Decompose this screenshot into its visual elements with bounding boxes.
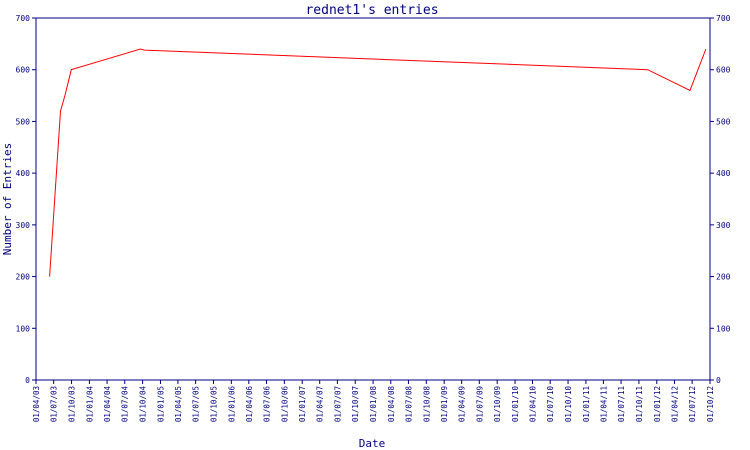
y-tick-label-right: 100 [716, 324, 731, 333]
x-tick-label: 01/07/04 [121, 386, 130, 423]
x-tick-label: 01/07/11 [617, 386, 626, 422]
x-axis-label: Date [359, 437, 386, 450]
x-tick-label: 01/10/11 [635, 386, 644, 422]
y-tick-label-left: 0 [25, 376, 30, 385]
y-tick-label-right: 200 [716, 273, 731, 282]
y-tick-label-right: 0 [716, 376, 721, 385]
x-tick-label: 01/07/08 [404, 386, 413, 423]
x-tick-label: 01/04/11 [599, 386, 608, 422]
x-tick-label: 01/04/03 [32, 386, 41, 422]
x-tick-label: 01/07/05 [192, 386, 201, 422]
x-tick-label: 01/04/04 [103, 386, 112, 423]
y-tick-label-left: 200 [16, 273, 31, 282]
x-tick-label: 01/10/07 [351, 386, 360, 422]
x-tick-label: 01/10/04 [139, 386, 148, 423]
x-tick-label: 01/01/05 [156, 386, 165, 422]
chart-title: rednet1's entries [305, 3, 438, 18]
x-tick-label: 01/01/07 [298, 386, 307, 422]
y-tick-label-left: 400 [16, 169, 31, 178]
y-tick-label-left: 300 [16, 221, 31, 230]
x-tick-label: 01/04/07 [316, 386, 325, 422]
x-tick-label: 01/07/07 [333, 386, 342, 422]
x-tick-label: 01/01/08 [369, 386, 378, 423]
y-axis-label: Number of Entries [1, 143, 14, 256]
x-tick-label: 01/01/10 [511, 386, 520, 423]
y-tick-label-left: 500 [16, 117, 31, 126]
x-tick-label: 01/04/05 [174, 386, 183, 422]
x-tick-label: 01/10/03 [68, 386, 77, 422]
x-tick-label: 01/07/03 [50, 386, 59, 422]
x-tick-label: 01/10/08 [422, 386, 431, 423]
y-tick-label-right: 500 [716, 117, 731, 126]
x-tick-label: 01/01/11 [582, 386, 591, 422]
y-tick-label-right: 400 [716, 169, 731, 178]
x-tick-label: 01/10/05 [209, 386, 218, 422]
x-tick-label: 01/01/06 [227, 386, 236, 423]
x-tick-label: 01/01/09 [440, 386, 449, 422]
y-axis: 0 0 100 100 200 200 300 300 400 400 500 500 600 600 70… [16, 14, 731, 385]
x-tick-label: 01/07/09 [475, 386, 484, 422]
x-tick-label: 01/04/09 [458, 386, 467, 422]
x-tick-label: 01/10/12 [706, 386, 715, 422]
series-line [49, 48, 707, 277]
y-tick-label-left: 600 [16, 66, 31, 75]
y-tick-label-right: 700 [716, 14, 731, 23]
series-group [49, 48, 707, 277]
x-tick-label: 01/07/06 [262, 386, 271, 423]
x-tick-label: 01/04/06 [245, 386, 254, 423]
y-tick-label-left: 700 [16, 14, 31, 23]
x-tick-label: 01/04/10 [529, 386, 538, 423]
x-tick-label: 01/10/06 [280, 386, 289, 423]
plot-frame [35, 17, 711, 381]
x-tick-label: 01/01/04 [85, 386, 94, 423]
y-tick-label-right: 300 [716, 221, 731, 230]
x-tick-label: 01/01/12 [653, 386, 662, 422]
x-tick-label: 01/07/10 [546, 386, 555, 423]
x-tick-label: 01/10/09 [493, 386, 502, 422]
x-tick-label: 01/04/08 [387, 386, 396, 423]
y-tick-label-right: 600 [716, 66, 731, 75]
x-tick-label: 01/07/12 [688, 386, 697, 422]
x-tick-label: 01/04/12 [670, 386, 679, 422]
y-tick-label-left: 100 [16, 324, 31, 333]
x-axis: 01/04/03 01/07/03 01/10/03 01/01/04 01/04/04… [32, 380, 715, 422]
x-tick-label: 01/10/10 [564, 386, 573, 423]
